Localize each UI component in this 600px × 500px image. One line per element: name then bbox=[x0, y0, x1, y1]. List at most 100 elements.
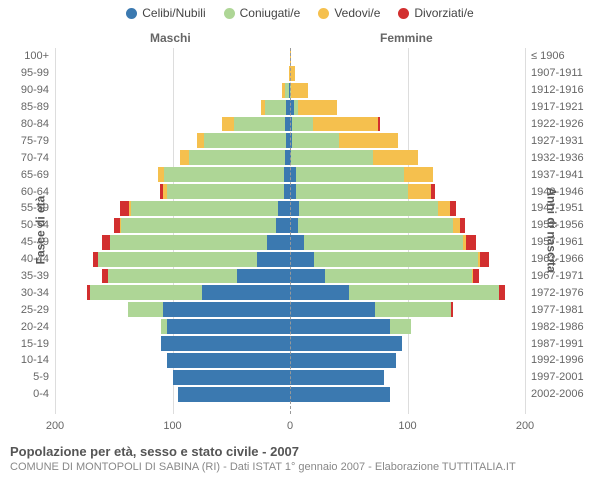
bar-segment bbox=[408, 184, 432, 199]
bar-female bbox=[290, 100, 525, 115]
bar-segment bbox=[90, 285, 202, 300]
bar-female bbox=[290, 133, 525, 148]
bar-segment bbox=[451, 302, 453, 317]
bar-male bbox=[55, 49, 290, 64]
bar-female bbox=[290, 269, 525, 284]
bar-male bbox=[55, 269, 290, 284]
bar-segment bbox=[128, 302, 163, 317]
bar-male bbox=[55, 66, 290, 81]
year-label: 2002-2006 bbox=[531, 388, 595, 400]
bar-segment bbox=[167, 353, 290, 368]
year-label: 1942-1946 bbox=[531, 186, 595, 198]
x-tick: 200 bbox=[46, 420, 64, 432]
legend-swatch bbox=[126, 8, 137, 19]
bar-male bbox=[55, 201, 290, 216]
bar-segment bbox=[202, 285, 290, 300]
bar-segment bbox=[98, 252, 257, 267]
x-tick: 100 bbox=[398, 420, 416, 432]
header-male: Maschi bbox=[150, 31, 191, 45]
legend-label: Coniugati/e bbox=[240, 6, 301, 20]
legend-label: Divorziati/e bbox=[414, 6, 473, 20]
bar-segment bbox=[290, 235, 304, 250]
bar-male bbox=[55, 117, 290, 132]
bar-segment bbox=[290, 269, 325, 284]
bar-segment bbox=[290, 218, 298, 233]
year-label: 1907-1911 bbox=[531, 67, 595, 79]
bar-segment bbox=[197, 133, 204, 148]
legend-swatch bbox=[224, 8, 235, 19]
bar-male bbox=[55, 235, 290, 250]
bar-female bbox=[290, 66, 525, 81]
year-label: 1912-1916 bbox=[531, 84, 595, 96]
bar-segment bbox=[131, 201, 278, 216]
bar-segment bbox=[296, 184, 408, 199]
bar-segment bbox=[314, 252, 479, 267]
age-label: 65-69 bbox=[7, 169, 49, 181]
bar-segment bbox=[298, 100, 337, 115]
bar-segment bbox=[291, 150, 373, 165]
year-label: ≤ 1906 bbox=[531, 50, 595, 62]
bar-male bbox=[55, 353, 290, 368]
chart-rows: 100+≤ 190695-991907-191190-941912-191685… bbox=[55, 48, 525, 414]
legend-item: Vedovi/e bbox=[318, 6, 380, 20]
legend-swatch bbox=[398, 8, 409, 19]
bar-segment bbox=[108, 269, 237, 284]
population-pyramid-chart: Maschi Femmine Fasce di età Anni di nasc… bbox=[0, 20, 600, 440]
bar-segment bbox=[178, 387, 290, 402]
bar-female bbox=[290, 235, 525, 250]
year-label: 1972-1976 bbox=[531, 287, 595, 299]
bar-segment bbox=[237, 269, 290, 284]
bar-segment bbox=[292, 133, 339, 148]
bar-male bbox=[55, 285, 290, 300]
bar-segment bbox=[296, 167, 404, 182]
bar-segment bbox=[473, 269, 479, 284]
bar-segment bbox=[163, 302, 290, 317]
age-label: 100+ bbox=[7, 50, 49, 62]
legend-item: Divorziati/e bbox=[398, 6, 473, 20]
bar-segment bbox=[102, 235, 110, 250]
footer: Popolazione per età, sesso e stato civil… bbox=[0, 440, 600, 473]
bar-segment bbox=[222, 117, 234, 132]
bar-segment bbox=[290, 387, 390, 402]
bar-segment bbox=[290, 302, 375, 317]
bar-female bbox=[290, 319, 525, 334]
bar-segment bbox=[189, 150, 285, 165]
bar-female bbox=[290, 117, 525, 132]
age-label: 25-29 bbox=[7, 304, 49, 316]
bar-segment bbox=[325, 269, 472, 284]
bar-male bbox=[55, 167, 290, 182]
bar-female bbox=[290, 336, 525, 351]
bar-female bbox=[290, 218, 525, 233]
bar-segment bbox=[290, 336, 402, 351]
bar-female bbox=[290, 387, 525, 402]
x-tick: 0 bbox=[287, 420, 293, 432]
bar-male bbox=[55, 133, 290, 148]
year-label: 1947-1951 bbox=[531, 202, 595, 214]
bar-segment bbox=[290, 252, 314, 267]
age-label: 40-44 bbox=[7, 253, 49, 265]
bar-segment bbox=[375, 302, 451, 317]
header-female: Femmine bbox=[380, 31, 433, 45]
bar-female bbox=[290, 184, 525, 199]
bar-segment bbox=[121, 218, 276, 233]
age-label: 5-9 bbox=[7, 371, 49, 383]
bar-segment bbox=[298, 218, 453, 233]
bar-segment bbox=[349, 285, 499, 300]
age-label: 45-49 bbox=[7, 236, 49, 248]
bar-segment bbox=[276, 218, 290, 233]
bar-female bbox=[290, 252, 525, 267]
age-label: 0-4 bbox=[7, 388, 49, 400]
bar-segment bbox=[466, 235, 475, 250]
bar-male bbox=[55, 252, 290, 267]
bar-segment bbox=[292, 117, 313, 132]
bar-segment bbox=[265, 100, 286, 115]
bar-female bbox=[290, 285, 525, 300]
bar-segment bbox=[257, 252, 290, 267]
bar-segment bbox=[373, 150, 418, 165]
age-label: 35-39 bbox=[7, 270, 49, 282]
bar-segment bbox=[173, 370, 291, 385]
bar-segment bbox=[290, 353, 396, 368]
legend-swatch bbox=[318, 8, 329, 19]
bar-segment bbox=[267, 235, 291, 250]
age-label: 70-74 bbox=[7, 152, 49, 164]
